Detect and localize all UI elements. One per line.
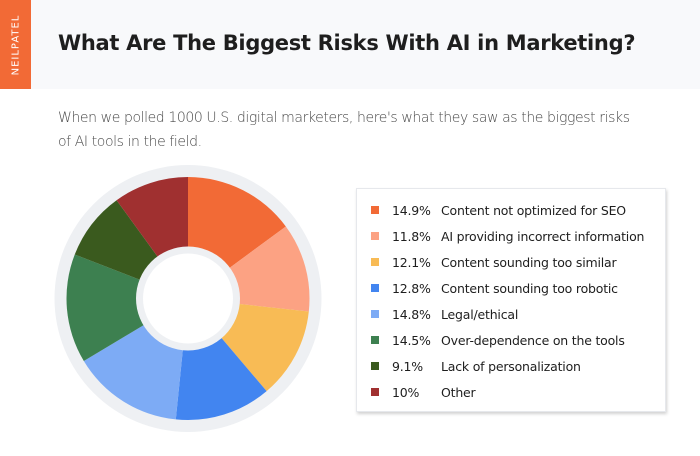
- legend-value: 11.8%: [392, 228, 431, 244]
- legend-swatch: [371, 206, 379, 214]
- legend-item: 12.8% Content sounding too robotic: [357, 278, 665, 298]
- legend-item: 14.8% Legal/ethical: [357, 304, 665, 324]
- legend-item: 9.1% Lack of personalization: [357, 356, 665, 376]
- legend-swatch: [371, 388, 379, 396]
- legend-swatch: [371, 362, 379, 370]
- legend-value: 14.9%: [392, 202, 431, 218]
- intro-text: When we polled 1000 U.S. digital markete…: [58, 110, 630, 150]
- legend-label: Content sounding too robotic: [441, 280, 618, 296]
- legend-value: 12.8%: [392, 280, 431, 296]
- page-title: What Are The Biggest Risks With AI in Ma…: [58, 31, 636, 55]
- legend-item: 10% Other: [357, 382, 665, 402]
- legend-value: 14.8%: [392, 306, 431, 322]
- brand-tab: NEILPATEL: [0, 0, 31, 89]
- legend-item: 14.5% Over-dependence on the tools: [357, 330, 665, 350]
- legend-label: Other: [441, 384, 476, 400]
- legend-item: 11.8% AI providing incorrect information: [357, 226, 665, 246]
- legend-swatch: [371, 232, 379, 240]
- legend-swatch: [371, 336, 379, 344]
- donut-slice: [66, 254, 188, 361]
- legend-value: 14.5%: [392, 332, 431, 348]
- legend-label: AI providing incorrect information: [441, 228, 645, 244]
- legend-value: 10%: [392, 384, 420, 400]
- donut-slices: [66, 177, 310, 421]
- header: NEILPATEL What Are The Biggest Risks Wit…: [0, 0, 700, 89]
- legend-swatch: [371, 284, 379, 292]
- legend-value: 12.1%: [392, 254, 431, 270]
- legend-value: 9.1%: [392, 358, 423, 374]
- legend-item: 14.9% Content not optimized for SEO: [357, 200, 665, 220]
- legend-swatch: [371, 310, 379, 318]
- legend-swatch: [371, 258, 379, 266]
- legend-label: Lack of personalization: [441, 358, 581, 374]
- legend-item: 12.1% Content sounding too similar: [357, 252, 665, 272]
- legend-label: Content not optimized for SEO: [441, 202, 626, 218]
- legend-label: Content sounding too similar: [441, 254, 617, 270]
- donut-hole: [143, 253, 233, 344]
- legend-label: Legal/ethical: [441, 306, 519, 322]
- legend-label: Over-dependence on the tools: [441, 332, 625, 348]
- chart-legend: 14.9% Content not optimized for SEO 11.8…: [356, 188, 666, 412]
